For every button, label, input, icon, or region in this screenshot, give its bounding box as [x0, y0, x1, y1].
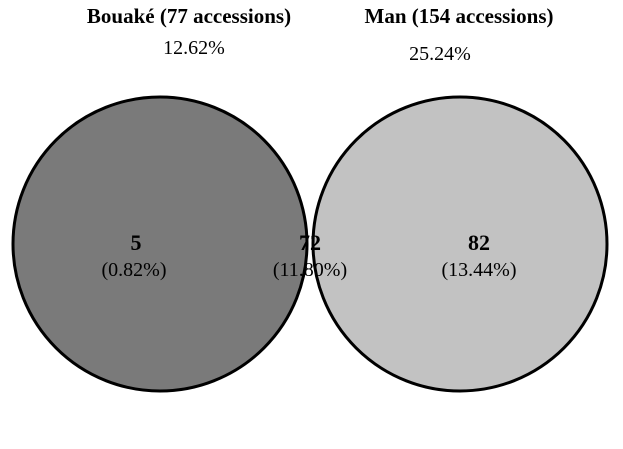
right-only-count: 82: [468, 230, 490, 255]
left-only-count: 5: [131, 230, 142, 255]
overlap-count: 72: [299, 230, 321, 255]
set-title-bouake: Bouaké (77 accessions): [87, 4, 291, 28]
set-outline-bouake: [11, 95, 309, 393]
set-circle-man: [313, 97, 607, 391]
set-outline-man: [311, 95, 609, 393]
right-only-percent: (13.44%): [442, 259, 517, 281]
overlap-percent: (11.80%): [273, 259, 347, 281]
left-only-percent: (0.82%): [102, 259, 167, 281]
set-circle-bouake: [13, 97, 307, 391]
set-percent-bouake: 12.62%: [163, 37, 225, 59]
set-percent-man: 25.24%: [409, 43, 471, 65]
set-title-man: Man (154 accessions): [365, 4, 554, 28]
